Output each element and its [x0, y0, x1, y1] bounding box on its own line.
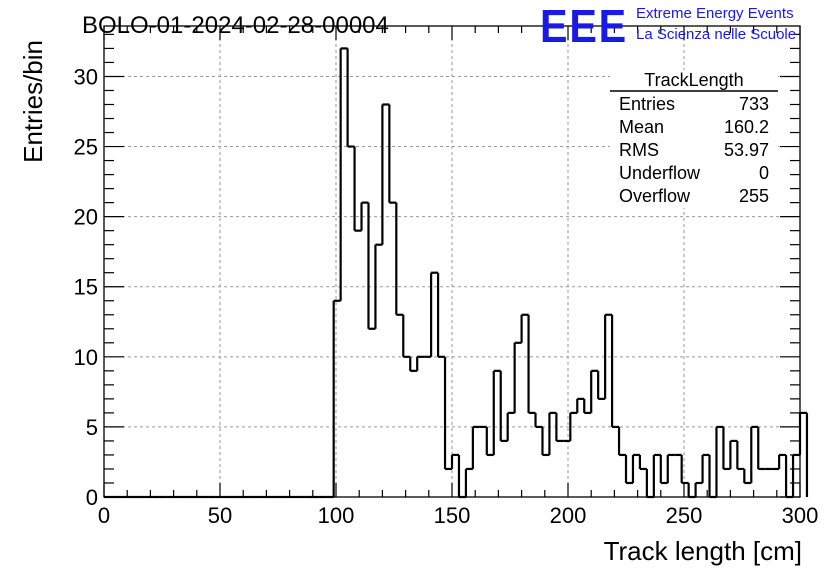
grid-lines	[104, 26, 800, 497]
stats-value-overflow: 255	[739, 186, 769, 206]
y-axis-label: Entries/bin	[18, 40, 48, 163]
x-tick-label: 250	[666, 503, 703, 528]
stats-value-mean: 160.2	[724, 117, 769, 137]
stats-value-underflow: 0	[759, 163, 769, 183]
x-tick-label: 100	[318, 503, 355, 528]
x-tick-labels: 0 50 100 150 200 250 300	[98, 503, 818, 528]
x-tick-label: 300	[782, 503, 819, 528]
eee-logo: EEE	[540, 0, 628, 52]
stats-box: TrackLength Entries 733 Mean 160.2 RMS 5…	[610, 70, 778, 208]
eee-logo-line1: Extreme Energy Events	[636, 5, 794, 22]
y-tick-label: 25	[74, 135, 98, 160]
x-axis-label: Track length [cm]	[604, 536, 802, 566]
stats-label-entries: Entries	[619, 94, 675, 114]
y-tick-label: 5	[86, 415, 98, 440]
stats-value-entries: 733	[739, 94, 769, 114]
stats-value-rms: 53.97	[724, 140, 769, 160]
eee-logo-line2: La Scienza nelle Scuole	[636, 26, 796, 43]
x-tick-label: 50	[208, 503, 232, 528]
run-title: BOLO-01-2024-02-28-00004	[82, 12, 389, 39]
stats-label-underflow: Underflow	[619, 163, 701, 183]
y-tick-label: 10	[74, 345, 98, 370]
stats-label-overflow: Overflow	[619, 186, 691, 206]
y-tick-label: 15	[74, 275, 98, 300]
x-tick-label: 0	[98, 503, 110, 528]
y-tick-labels: 0 5 10 15 20 25 30	[74, 64, 98, 510]
y-tick-label: 0	[86, 485, 98, 510]
y-tick-label: 20	[74, 205, 98, 230]
axis-ticks	[103, 26, 801, 498]
x-tick-label: 200	[550, 503, 587, 528]
stats-label-rms: RMS	[619, 140, 659, 160]
stats-box-background	[610, 70, 778, 208]
stats-box-title: TrackLength	[644, 70, 743, 90]
stats-label-mean: Mean	[619, 117, 664, 137]
x-tick-label: 150	[434, 503, 471, 528]
y-tick-label: 30	[74, 64, 98, 89]
